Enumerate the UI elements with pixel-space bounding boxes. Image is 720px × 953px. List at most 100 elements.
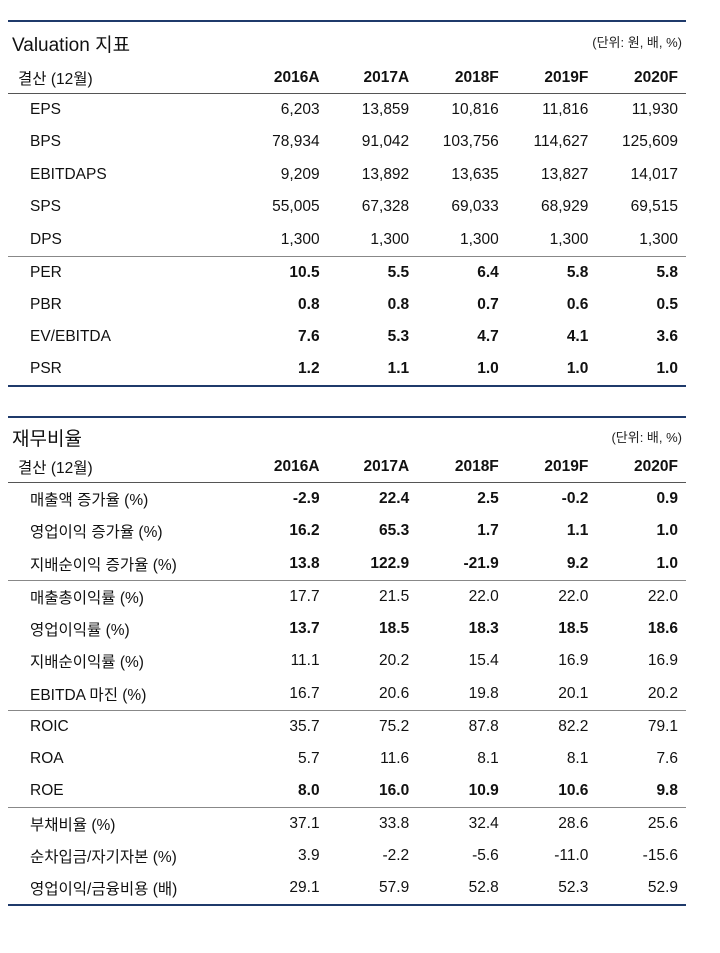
cell-value: 0.7 xyxy=(477,295,499,313)
cell-value: 5.3 xyxy=(387,328,410,346)
cell-value: 1.0 xyxy=(506,353,597,387)
cell-value: 7.6 xyxy=(298,328,320,346)
cell-value: 21.5 xyxy=(327,579,418,613)
table-row: SPS 55,005 67,328 69,033 68,929 69,515 xyxy=(8,191,686,224)
header-year: 2016A xyxy=(238,63,328,94)
header-year: 2020F xyxy=(596,63,686,94)
table-row: EBITDA 마진 (%) 16.7 20.6 19.8 20.1 20.2 xyxy=(8,678,686,711)
cell-value: 25.6 xyxy=(596,807,686,840)
cell-value: 22.0 xyxy=(596,579,686,613)
cell-value: 4.7 xyxy=(477,328,499,346)
ratios-body: 매출액 증가율 (%) -2.9 22.4 2.5 -0.2 0.9 영업이익 증가율 (%… xyxy=(8,483,686,906)
cell-value: 1.0 xyxy=(417,353,507,387)
table-row: 매출액 증가율 (%) -2.9 22.4 2.5 -0.2 0.9 xyxy=(8,483,686,516)
cell-value: 16.0 xyxy=(379,782,410,799)
row-label: 영업이익/금융비용 (배) xyxy=(8,872,238,906)
cell-value: 13,635 xyxy=(451,165,499,183)
header-year: 2018F xyxy=(417,452,507,483)
header-year: 2017A xyxy=(327,63,418,94)
cell-value: 1,300 xyxy=(280,230,320,248)
cell-value: 82.2 xyxy=(506,709,597,743)
cell-value: 69,033 xyxy=(451,198,499,216)
cell-value: 5.8 xyxy=(506,255,597,289)
cell-value: 9,209 xyxy=(280,165,320,183)
row-label: ROE xyxy=(30,782,64,799)
cell-value: 9.2 xyxy=(566,554,589,572)
header-label: 결산 (12월) xyxy=(8,452,238,483)
cell-value: 0.5 xyxy=(656,295,678,313)
cell-value: 114,627 xyxy=(533,133,589,151)
cell-value: 13,827 xyxy=(540,165,589,183)
cell-value: 13,859 xyxy=(361,101,410,118)
cell-value: 15.4 xyxy=(468,652,499,670)
cell-value: 8.1 xyxy=(566,749,589,767)
cell-value: 57.9 xyxy=(327,872,418,906)
cell-value: 1.2 xyxy=(238,353,328,387)
cell-value: 20.1 xyxy=(558,684,589,702)
cell-value: -21.9 xyxy=(463,554,499,572)
cell-value: 16.9 xyxy=(558,652,589,670)
cell-value: 18.5 xyxy=(379,619,410,637)
cell-value: 79.1 xyxy=(596,709,686,743)
table-row: 부채비율 (%) 37.1 33.8 32.4 28.6 25.6 xyxy=(8,807,686,840)
valuation-section: Valuation 지표 (단위: 원, 배, %) 결산 (12월) 2016… xyxy=(8,20,686,390)
cell-value: 11,816 xyxy=(542,101,589,118)
valuation-top-rule xyxy=(8,20,686,22)
cell-value: 16.7 xyxy=(289,684,320,702)
cell-value: 18.6 xyxy=(647,619,678,637)
row-label: EBITDAPS xyxy=(30,165,107,183)
cell-value: 13,892 xyxy=(361,165,410,183)
cell-value: 19.8 xyxy=(468,684,499,702)
cell-value: 17.7 xyxy=(238,579,328,613)
cell-value: 9.8 xyxy=(656,782,678,799)
row-label: 부채비율 (%) xyxy=(8,807,238,840)
cell-value: 22.0 xyxy=(417,579,507,613)
cell-value: 11,930 xyxy=(631,101,678,118)
table-row: PBR 0.8 0.8 0.7 0.6 0.5 xyxy=(8,289,686,322)
table-row: 순차입금/자기자본 (%) 3.9 -2.2 -5.6 -11.0 -15.6 xyxy=(8,840,686,873)
header-year: 2017A xyxy=(327,452,418,483)
cell-value: 5.8 xyxy=(596,255,686,289)
cell-value: 87.8 xyxy=(417,709,507,743)
cell-value: 1.1 xyxy=(327,353,418,387)
cell-value: 6,203 xyxy=(280,101,320,118)
valuation-title: Valuation 지표 xyxy=(12,35,131,56)
cell-value: 14,017 xyxy=(630,165,678,183)
row-label: ROA xyxy=(30,749,64,767)
cell-value: 2.5 xyxy=(477,490,499,507)
cell-value: 125,609 xyxy=(621,133,678,151)
cell-value: -5.6 xyxy=(472,847,499,865)
cell-value: 11.6 xyxy=(380,749,410,767)
row-label: SPS xyxy=(30,198,62,216)
cell-value: 1,300 xyxy=(639,230,678,248)
cell-value: 11.1 xyxy=(290,652,320,670)
cell-value: 10.6 xyxy=(558,782,589,799)
cell-value: 52.9 xyxy=(596,872,686,906)
valuation-unit: (단위: 원, 배, %) xyxy=(592,35,682,50)
table-row: BPS 78,934 91,042 103,756 114,627 125,609 xyxy=(8,126,686,159)
table-row: 매출총이익률 (%) 17.7 21.5 22.0 22.0 22.0 xyxy=(8,579,686,613)
cell-value: 7.6 xyxy=(656,749,678,767)
row-label: BPS xyxy=(30,133,62,151)
ratios-title: 재무비율 xyxy=(12,429,82,450)
ratios-top-rule xyxy=(8,416,686,418)
cell-value: 8.0 xyxy=(298,782,320,799)
row-label: EV/EBITDA xyxy=(30,328,111,346)
cell-value: -0.2 xyxy=(561,490,589,507)
table-row: EV/EBITDA 7.6 5.3 4.7 4.1 3.6 xyxy=(8,321,686,354)
table-row: ROE 8.0 16.0 10.9 10.6 9.8 xyxy=(8,775,686,808)
cell-value: 1.0 xyxy=(656,554,678,572)
header-year: 2020F xyxy=(596,452,686,483)
cell-value: 10.9 xyxy=(468,782,499,799)
table-row: PSR 1.2 1.1 1.0 1.0 1.0 xyxy=(8,353,686,387)
cell-value: 28.6 xyxy=(506,807,597,840)
cell-value: 13.8 xyxy=(289,554,320,572)
cell-value: 1,300 xyxy=(549,230,589,248)
cell-value: 10.5 xyxy=(238,255,328,289)
table-row: 영업이익 증가율 (%) 16.2 65.3 1.7 1.1 1.0 xyxy=(8,515,686,548)
cell-value: 0.6 xyxy=(566,295,589,313)
header-year: 2019F xyxy=(506,63,597,94)
row-label: PER xyxy=(8,255,238,289)
cell-value: 8.1 xyxy=(477,749,499,767)
valuation-body: EPS 6,203 13,859 10,816 11,816 11,930 BPS 78,93… xyxy=(8,94,686,387)
